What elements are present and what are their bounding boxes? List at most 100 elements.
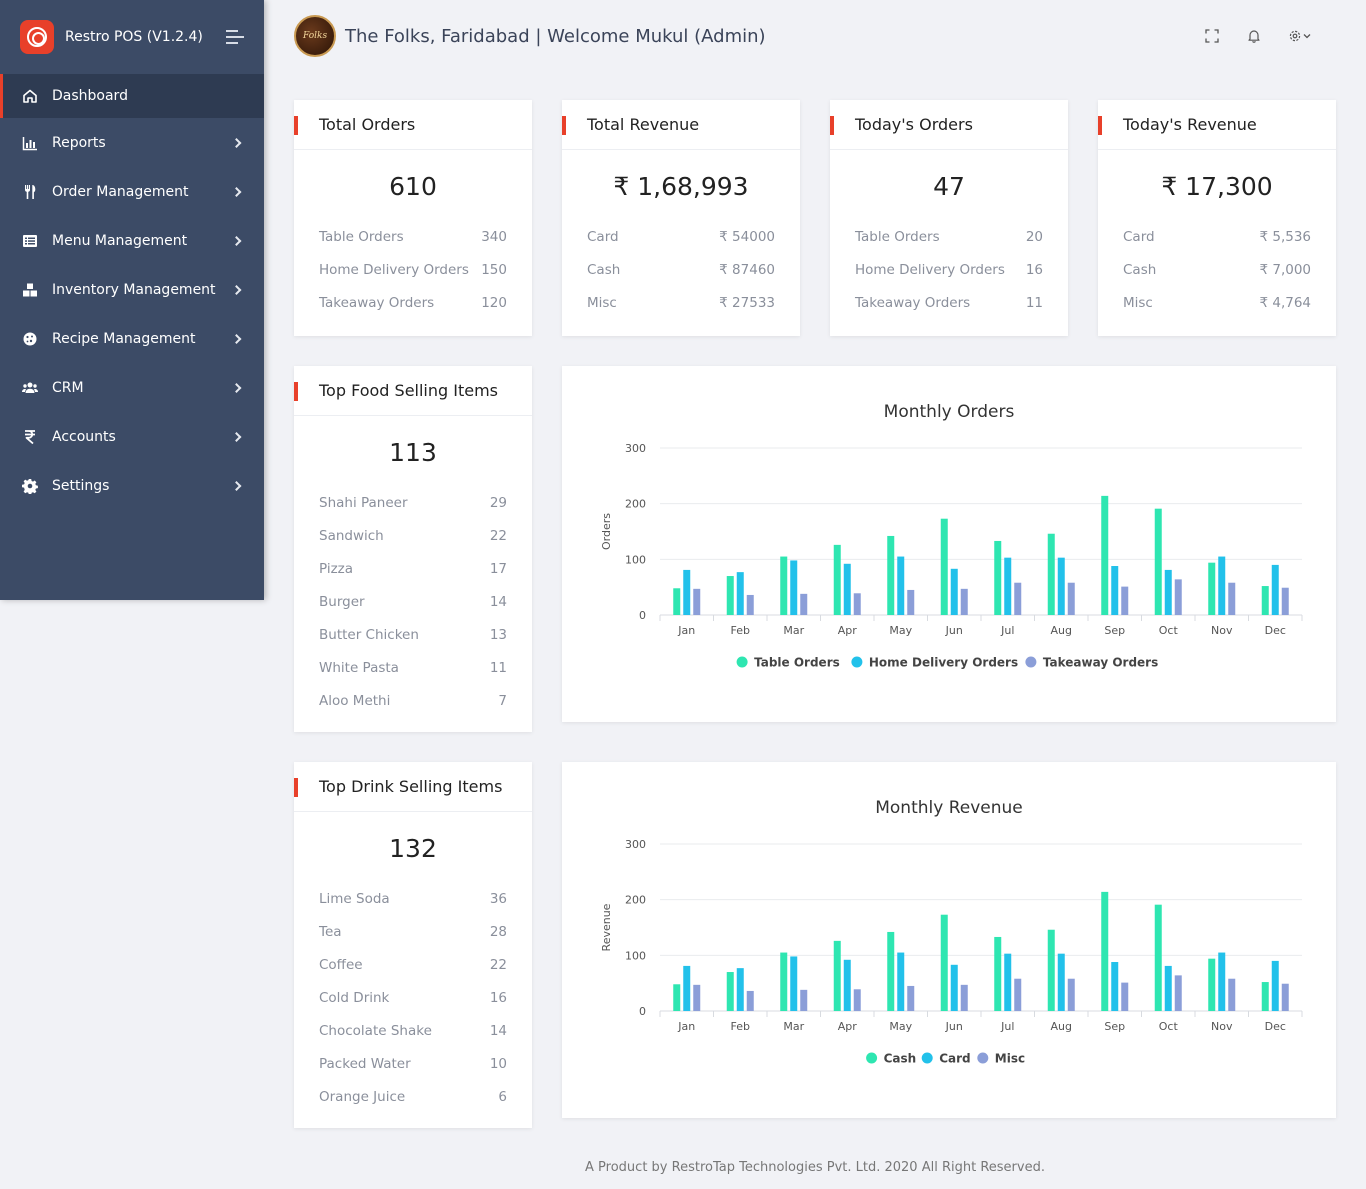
sidebar-item-label: Recipe Management	[52, 330, 196, 347]
bar	[746, 990, 754, 1011]
bar	[940, 914, 948, 1011]
menu-toggle-icon[interactable]	[226, 30, 244, 44]
x-tick-label: Jul	[1000, 624, 1014, 637]
bar	[887, 931, 895, 1011]
bar	[1101, 891, 1109, 1011]
legend-marker	[977, 1052, 989, 1064]
top-header: Folks The Folks, Faridabad | Welcome Muk…	[294, 14, 1336, 58]
bar	[693, 588, 701, 615]
y-tick-label: 200	[625, 894, 646, 907]
bar	[1228, 582, 1236, 615]
restaurant-logo-text: Folks	[302, 31, 328, 41]
legend-item: Takeaway Orders	[1025, 656, 1158, 670]
legend-item: Home Delivery Orders	[851, 656, 1018, 670]
sidebar-item-label: Menu Management	[52, 232, 188, 249]
bar	[950, 964, 958, 1011]
sidebar-item-menu-management[interactable]: Menu Management	[0, 216, 264, 265]
bar	[1261, 586, 1269, 615]
bar	[1014, 978, 1022, 1011]
legend-label: Cash	[884, 1052, 917, 1066]
bar	[800, 593, 808, 615]
todays-revenue-card: Today's Revenue ₹ 17,300 Card ₹ 5,536 Cas…	[1098, 100, 1336, 336]
list-item: Table Orders 20	[855, 228, 1043, 245]
bar	[1218, 556, 1226, 615]
bar	[1228, 978, 1236, 1011]
sidebar-item-order-management[interactable]: Order Management	[0, 167, 264, 216]
bar	[673, 588, 681, 615]
bell-icon[interactable]	[1246, 28, 1262, 44]
sidebar-item-dashboard[interactable]: Dashboard	[0, 74, 264, 118]
boxes-icon	[22, 282, 38, 298]
legend-label: Home Delivery Orders	[869, 656, 1018, 670]
x-tick-label: Feb	[731, 1020, 750, 1033]
bar	[1047, 929, 1055, 1011]
list-item: Cash ₹ 87460	[587, 261, 775, 278]
bar	[907, 985, 915, 1011]
x-tick-label: Mar	[783, 624, 804, 637]
bar	[683, 965, 691, 1011]
header-actions	[1204, 28, 1314, 44]
bar	[843, 959, 851, 1011]
sidebar: Restro POS (V1.2.4) Dashboard Reports Or…	[0, 0, 264, 600]
list-item: Coffee 22	[319, 956, 507, 973]
card-value: ₹ 17,300	[1161, 172, 1273, 201]
cookie-icon	[22, 331, 38, 347]
sidebar-item-inventory-management[interactable]: Inventory Management	[0, 265, 264, 314]
legend-label: Misc	[995, 1052, 1025, 1066]
sidebar-item-label: Order Management	[52, 183, 189, 200]
bar	[736, 572, 744, 615]
bar	[1111, 962, 1119, 1011]
x-tick-label: Feb	[731, 624, 750, 637]
bar	[1057, 557, 1065, 615]
bar	[853, 989, 861, 1011]
card-title: Top Food Selling Items	[294, 366, 532, 416]
x-tick-label: Mar	[783, 1020, 804, 1033]
home-icon	[22, 88, 38, 104]
sidebar-item-label: Settings	[52, 477, 110, 494]
sidebar-item-reports[interactable]: Reports	[0, 118, 264, 167]
x-tick-label: Jun	[945, 1020, 963, 1033]
chevron-right-icon	[231, 284, 242, 295]
bar	[1111, 566, 1119, 615]
list-item: Card ₹ 5,536	[1123, 228, 1311, 245]
bar	[790, 560, 798, 615]
card-value: ₹ 1,68,993	[613, 172, 749, 201]
list-item: Lime Soda 36	[319, 890, 507, 907]
sidebar-item-crm[interactable]: CRM	[0, 363, 264, 412]
users-icon	[22, 380, 38, 396]
x-tick-label: Oct	[1159, 624, 1179, 637]
sidebar-item-accounts[interactable]: Accounts	[0, 412, 264, 461]
bar	[780, 952, 788, 1011]
bar	[1004, 557, 1012, 615]
x-tick-label: Jun	[945, 624, 963, 637]
card-value: 47	[933, 172, 965, 201]
bar	[1261, 982, 1269, 1011]
list-item: Butter Chicken 13	[319, 626, 507, 643]
sidebar-item-settings[interactable]: Settings	[0, 461, 264, 510]
page-title: The Folks, Faridabad | Welcome Mukul (Ad…	[345, 25, 766, 47]
sidebar-item-recipe-management[interactable]: Recipe Management	[0, 314, 264, 363]
x-tick-label: May	[889, 624, 912, 637]
x-tick-label: Sep	[1104, 624, 1125, 637]
list-item: Sandwich 22	[319, 527, 507, 544]
app-title: Restro POS (V1.2.4)	[65, 29, 203, 45]
fullscreen-icon[interactable]	[1204, 28, 1220, 44]
bar	[833, 544, 841, 615]
bar	[673, 984, 681, 1011]
list-item: Misc ₹ 27533	[587, 294, 775, 311]
bar	[1208, 562, 1216, 615]
list-item: Shahi Paneer 29	[319, 494, 507, 511]
chevron-right-icon	[231, 137, 242, 148]
y-tick-label: 100	[625, 949, 646, 962]
bar	[1218, 952, 1226, 1011]
bar	[833, 940, 841, 1011]
x-tick-label: Oct	[1159, 1020, 1179, 1033]
bar	[1174, 975, 1182, 1011]
x-tick-label: Apr	[838, 624, 858, 637]
bar	[960, 588, 968, 615]
list-item: White Pasta 11	[319, 659, 507, 676]
chevron-right-icon	[231, 186, 242, 197]
gear-icon	[22, 478, 38, 494]
list-item: Takeaway Orders 120	[319, 294, 507, 311]
settings-dropdown-icon[interactable]	[1288, 28, 1314, 44]
